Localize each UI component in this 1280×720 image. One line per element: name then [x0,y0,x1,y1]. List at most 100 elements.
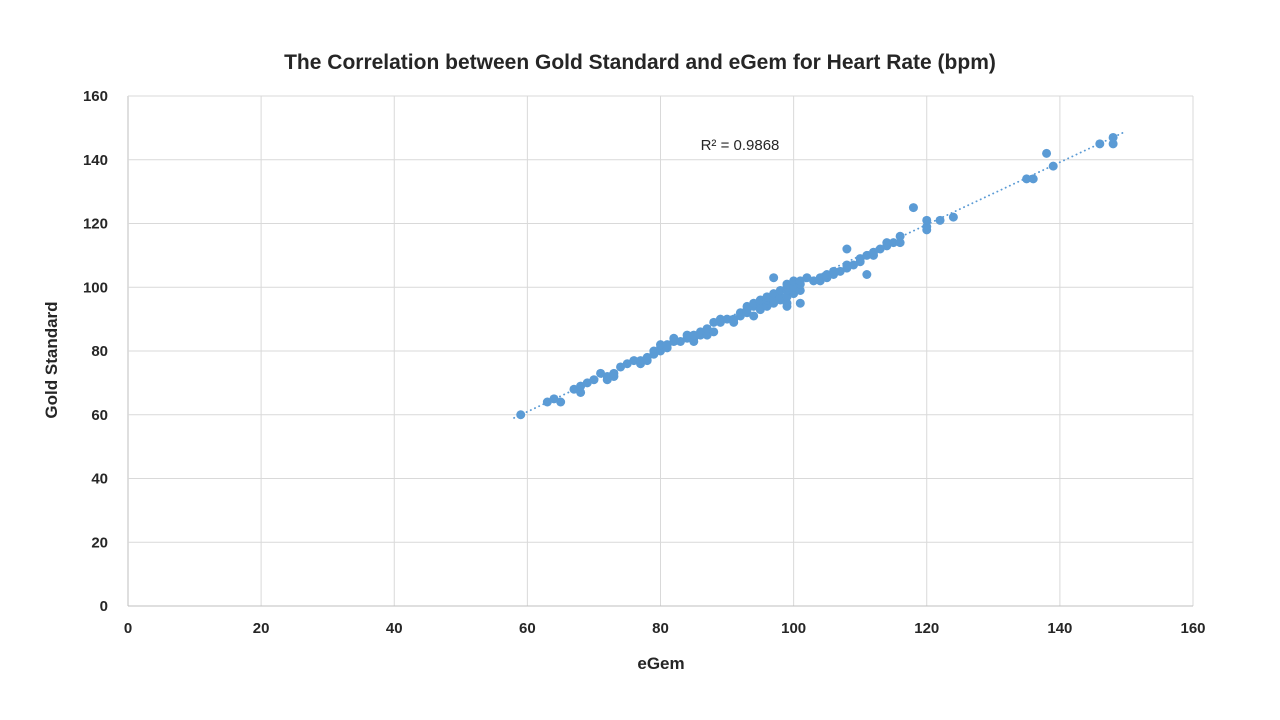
data-point [742,301,752,311]
data-point [695,327,705,337]
data-point [755,295,765,305]
data-point [782,298,792,308]
y-tick-label: 160 [83,88,108,105]
data-point [549,394,559,404]
data-point [629,356,639,366]
data-point [762,292,772,302]
data-point [855,254,865,264]
data-point [709,317,719,327]
y-tick-label: 40 [91,471,108,488]
data-point [662,340,672,350]
data-point [809,276,819,286]
data-point [782,279,792,289]
data-point [1022,174,1032,184]
data-point [895,231,905,241]
chart-title: The Correlation between Gold Standard an… [284,51,996,74]
y-tick-label: 60 [91,407,108,424]
data-point [849,260,859,270]
data-point [622,359,632,369]
y-tick-label: 120 [83,216,108,233]
x-tick-label: 60 [519,620,536,637]
x-tick-label: 140 [1047,620,1072,637]
r-squared-label: R² = 0.9868 [701,137,780,154]
data-point [822,270,832,279]
x-tick-label: 0 [124,620,132,637]
data-point [582,378,592,388]
y-tick-label: 100 [83,279,108,296]
data-point [908,203,918,213]
data-point [642,352,652,362]
data-point [656,340,665,350]
data-point [682,330,692,340]
data-point [609,368,619,378]
data-point [1048,161,1058,171]
x-tick-label: 160 [1180,620,1205,637]
data-point [722,314,732,324]
data-point [789,282,799,292]
data-point [922,215,932,225]
x-tick-label: 100 [781,620,806,637]
data-point [795,276,805,286]
x-tick-label: 80 [652,620,669,637]
data-point [669,333,679,343]
data-point [576,381,586,391]
data-point [729,314,739,324]
data-point [569,384,579,394]
data-point [842,260,852,270]
y-axis-title: Gold Standard [42,301,61,418]
data-point [835,266,845,276]
y-tick-label: 0 [100,598,108,615]
data-point [769,273,779,283]
data-point [795,298,805,308]
y-tick-label: 20 [91,534,108,551]
data-point [649,346,659,356]
data-point [862,270,872,279]
data-point [576,387,586,397]
data-point [842,244,852,254]
data-point [636,356,646,366]
data-point [689,330,699,340]
data-point [935,215,945,225]
data-point [749,298,759,308]
data-point [675,336,685,346]
y-tick-label: 140 [83,152,108,169]
data-point [709,327,719,337]
data-point [616,362,626,372]
data-point [869,247,878,257]
data-point [862,250,872,260]
data-point [802,273,812,283]
data-point [829,266,839,276]
data-point [775,292,785,302]
x-tick-label: 40 [386,620,403,637]
data-point [775,285,785,295]
data-point [702,324,712,334]
data-point [715,314,725,324]
data-point [596,368,606,378]
data-point [516,410,526,420]
data-point [789,276,799,286]
data-point [1095,139,1105,149]
data-point [1042,148,1052,158]
y-tick-label: 80 [91,343,108,360]
data-point [542,397,552,407]
data-point [1108,139,1118,149]
data-point [1108,132,1118,142]
data-point [922,222,932,232]
data-point [948,212,958,222]
axis-tick-labels: 0 20 40 60 80 100 120 140 160 0 20 40 60 80 100 120 140 1… [83,88,1206,637]
data-point [882,238,892,248]
x-axis-title: eGem [637,654,684,673]
data-point [735,308,745,318]
data-point [556,397,566,407]
data-point [749,311,759,321]
x-tick-label: 120 [914,620,939,637]
data-point [895,238,905,248]
data-points [516,132,1118,420]
data-point [589,375,599,385]
data-point [602,372,612,381]
data-point [782,292,792,302]
data-point [769,295,779,305]
data-point [795,285,805,295]
data-point [888,238,898,248]
